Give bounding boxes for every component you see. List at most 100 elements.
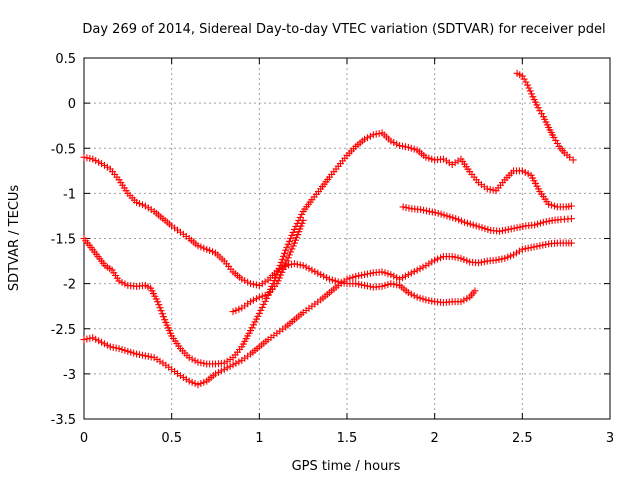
series-trace-6 [513, 69, 577, 164]
data-point [533, 242, 541, 250]
data-point [83, 335, 91, 343]
data-point [469, 221, 477, 229]
data-point [449, 214, 457, 222]
data-point [191, 380, 199, 388]
data-point [95, 337, 103, 345]
data-point [214, 368, 222, 376]
data-point [296, 213, 304, 221]
data-point [282, 246, 290, 254]
data-point [407, 144, 415, 152]
data-point [121, 346, 129, 354]
chart-title: Day 269 of 2014, Sidereal Day-to-day VTE… [82, 22, 605, 37]
data-point [480, 258, 488, 266]
data-point [261, 297, 269, 305]
data-point [463, 219, 471, 227]
data-point [355, 272, 363, 280]
data-point [498, 255, 506, 263]
data-point [346, 274, 354, 282]
y-tick-label: -3 [63, 368, 76, 383]
data-point [197, 359, 205, 367]
data-point [498, 227, 506, 235]
data-point [538, 110, 546, 118]
data-point [308, 266, 316, 274]
data-point [352, 272, 360, 280]
data-point [277, 258, 285, 266]
data-point [516, 223, 524, 231]
data-point [567, 202, 575, 210]
data-point [235, 305, 243, 313]
data-point [118, 278, 126, 286]
data-point [133, 350, 141, 358]
data-point [287, 234, 295, 242]
data-point [197, 380, 205, 388]
data-point [121, 280, 129, 288]
data-point [361, 135, 369, 143]
data-point [434, 255, 442, 263]
data-point [399, 142, 407, 150]
data-point [407, 269, 415, 277]
data-point [194, 242, 202, 250]
data-point [417, 206, 425, 214]
data-point [241, 277, 249, 285]
data-point [507, 225, 515, 233]
data-point [238, 275, 246, 283]
data-point [390, 272, 398, 280]
data-point [518, 245, 526, 253]
data-point [366, 269, 374, 277]
data-point [567, 239, 575, 247]
data-point [252, 281, 260, 289]
series-trace-4 [229, 216, 307, 316]
data-point [288, 231, 296, 239]
data-point [95, 158, 103, 166]
data-point [390, 280, 398, 288]
data-point [522, 78, 530, 86]
grid [84, 58, 610, 419]
data-point [157, 307, 165, 315]
data-point [422, 296, 430, 304]
data-point [260, 300, 268, 308]
data-point [393, 140, 401, 148]
data-point [247, 298, 255, 306]
data-point [425, 154, 433, 162]
data-point [567, 215, 575, 223]
data-point [550, 133, 558, 141]
data-point [212, 370, 219, 378]
data-point [261, 291, 269, 299]
data-point [520, 75, 528, 83]
data-point [293, 260, 301, 268]
data-point [510, 224, 518, 232]
data-point [536, 219, 544, 227]
data-point [396, 275, 404, 283]
data-point [200, 244, 208, 252]
data-point [154, 298, 162, 306]
data-point [279, 252, 287, 260]
data-point [138, 201, 146, 209]
data-point [481, 225, 489, 233]
y-tick-label: -3.5 [51, 413, 76, 428]
data-point [460, 256, 468, 264]
data-point [305, 265, 313, 273]
data-point [363, 134, 371, 142]
x-tick-label: 0.5 [161, 431, 182, 446]
data-point [384, 270, 392, 278]
data-point [463, 295, 471, 303]
data-point [452, 215, 460, 223]
data-point [524, 244, 532, 252]
data-point [257, 306, 265, 314]
data-point [249, 280, 257, 288]
data-point [475, 259, 482, 267]
data-point [112, 344, 120, 352]
data-point [317, 271, 325, 279]
data-point [399, 203, 407, 211]
x-tick-label: 2 [431, 431, 439, 446]
data-point [103, 341, 111, 349]
data-point [98, 338, 106, 346]
data-point [188, 355, 196, 363]
data-point [431, 256, 439, 264]
data-point [287, 248, 295, 256]
data-point [363, 270, 371, 278]
data-point [258, 303, 266, 311]
data-point [399, 274, 407, 282]
data-point [402, 204, 410, 212]
x-tick-label: 0 [80, 431, 88, 446]
